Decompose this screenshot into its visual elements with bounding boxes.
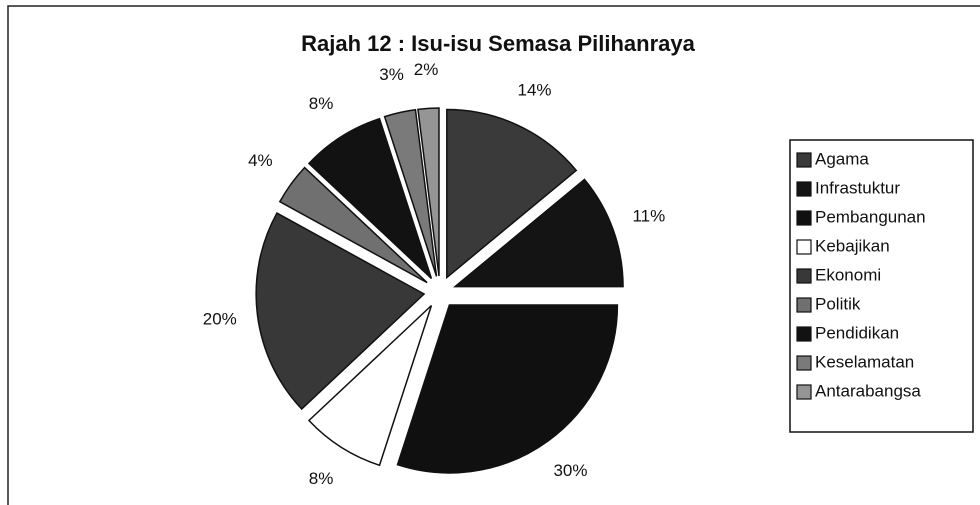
data-label: 4% xyxy=(248,151,273,170)
legend-swatch xyxy=(796,326,812,342)
data-label: 3% xyxy=(379,65,404,84)
data-label: 2% xyxy=(414,60,439,79)
legend-swatch xyxy=(796,268,812,284)
legend-swatch xyxy=(796,181,812,197)
legend-label: Politik xyxy=(815,294,861,313)
legend-label: Antarabangsa xyxy=(815,381,921,400)
data-label: 8% xyxy=(309,94,334,113)
legend-label: Pendidikan xyxy=(815,323,899,342)
pie-slice xyxy=(255,212,426,411)
legend-label: Keselamatan xyxy=(815,352,914,371)
pie-slice xyxy=(396,304,619,474)
pie-slice xyxy=(307,304,433,467)
pie-slice xyxy=(278,166,428,284)
legend-swatch xyxy=(796,355,812,371)
data-label: 14% xyxy=(518,81,552,100)
pie-slice xyxy=(417,107,440,277)
data-label: 8% xyxy=(309,469,334,488)
legend-swatch xyxy=(796,384,812,400)
pie-slice xyxy=(383,108,438,277)
legend-label: Ekonomi xyxy=(815,265,881,284)
legend-box xyxy=(789,139,974,433)
legend-swatch xyxy=(796,239,812,255)
legend-swatch xyxy=(796,210,812,226)
legend-label: Pembangunan xyxy=(815,207,926,226)
legend-label: Agama xyxy=(815,149,869,168)
legend-label: Kebajikan xyxy=(815,236,890,255)
data-label: 11% xyxy=(632,206,665,225)
legend-swatch xyxy=(796,152,812,168)
chart-frame xyxy=(7,5,980,505)
legend-label: Infrastuktur xyxy=(815,178,900,197)
data-label: 30% xyxy=(553,461,587,480)
legend-swatch xyxy=(796,297,812,313)
pie-slice xyxy=(307,117,433,280)
chart-title: Rajah 12 : Isu-isu Semasa Pilihanraya xyxy=(301,31,695,56)
pie-slice xyxy=(452,178,624,288)
data-label: 20% xyxy=(203,309,237,328)
pie-slice xyxy=(446,108,578,280)
